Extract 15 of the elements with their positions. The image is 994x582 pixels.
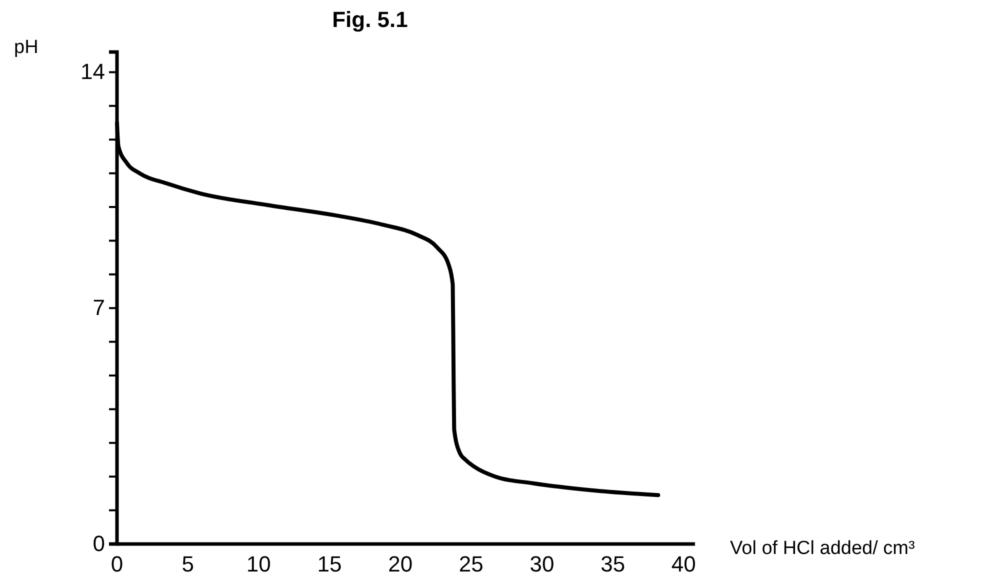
x-tick-label: 20 [388, 552, 413, 577]
x-tick-label: 40 [671, 552, 696, 577]
x-tick-label: 15 [317, 552, 342, 577]
y-tick-label: 14 [80, 59, 105, 84]
x-tick-label: 35 [600, 552, 626, 577]
x-tick-label: 25 [458, 552, 484, 577]
chart-title: Fig. 5.1 [332, 7, 408, 32]
y-tick-label: 7 [92, 295, 105, 320]
x-tick-label: 0 [110, 552, 124, 577]
x-tick-label: 5 [182, 552, 194, 577]
x-axis-title: Vol of HCl added/ cm³ [730, 538, 915, 559]
y-axis-title: pH [14, 37, 38, 58]
x-tick-label: 10 [246, 552, 271, 577]
y-tick-label: 0 [92, 531, 105, 556]
x-tick-label: 30 [530, 552, 554, 577]
